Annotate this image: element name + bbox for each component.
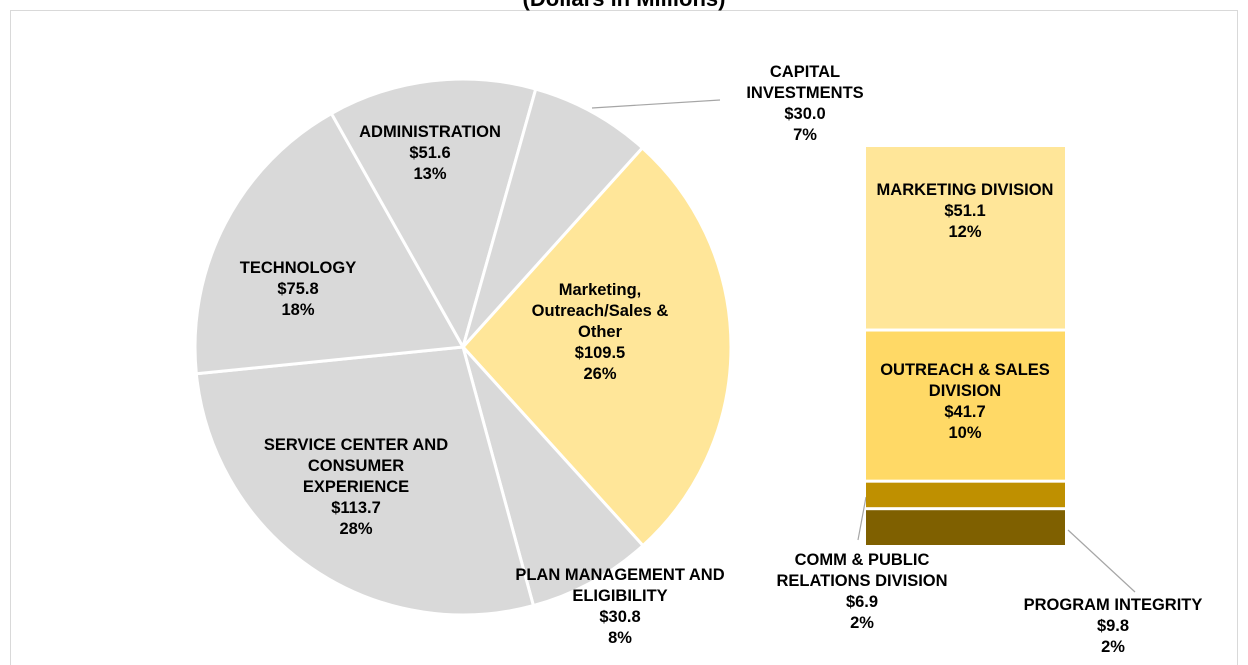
pie-slice	[460, 145, 733, 548]
chart-title: (Dollars in Millions)	[523, 0, 726, 12]
label-name: MARKETING DIVISION	[876, 181, 1054, 199]
pie-slice	[461, 345, 646, 608]
label-name: ADMINISTRATION	[359, 123, 501, 141]
data-label: PROGRAM INTEGRITY $9.8 2%	[993, 595, 1233, 658]
label-percent: 2%	[850, 614, 874, 632]
pie-slice	[193, 111, 466, 376]
label-value: $51.6	[409, 144, 451, 162]
label-value: $6.9	[845, 593, 879, 611]
frame	[10, 10, 1238, 665]
label-value: $30.0	[784, 105, 826, 123]
label-name: OUTREACH & SALES DIVISION	[880, 361, 1050, 400]
leader-line	[1067, 529, 1136, 593]
label-percent: 13%	[413, 165, 447, 183]
data-label: CAPITAL INVESTMENTS $30.0 7%	[725, 62, 885, 146]
label-value: $109.5	[574, 344, 626, 362]
label-value: $30.8	[599, 608, 641, 626]
label-percent: 28%	[339, 520, 373, 538]
bar-segment	[866, 331, 1065, 480]
data-label: ADMINISTRATION $51.6 13%	[330, 122, 530, 185]
bar-segment	[866, 147, 1065, 329]
label-percent: 7%	[793, 126, 817, 144]
label-name: COMM & PUBLIC RELATIONS DIVISION	[776, 551, 948, 590]
data-label: MARKETING DIVISION $51.1 12%	[875, 180, 1055, 243]
label-percent: 2%	[1101, 638, 1125, 656]
pie-slice	[194, 345, 536, 617]
label-name: TECHNOLOGY	[239, 259, 357, 277]
label-percent: 18%	[281, 301, 315, 319]
label-name: Marketing, Outreach/Sales & Other	[531, 281, 669, 341]
label-name: SERVICE CENTER AND CONSUMER EXPERIENCE	[263, 436, 449, 496]
bar-segment	[866, 510, 1065, 545]
label-value: $41.7	[944, 403, 986, 421]
data-label: SERVICE CENTER AND CONSUMER EXPERIENCE $1…	[256, 435, 456, 540]
label-percent: 26%	[583, 365, 617, 383]
pie-slice	[329, 77, 538, 351]
label-value: $9.8	[1096, 617, 1130, 635]
pie-slice	[461, 87, 645, 349]
label-percent: 8%	[608, 629, 632, 647]
data-label: TECHNOLOGY $75.8 18%	[218, 258, 378, 321]
leader-line	[857, 496, 867, 541]
data-label: Marketing, Outreach/Sales & Other $109.5 2…	[525, 280, 675, 385]
label-value: $113.7	[331, 499, 381, 517]
label-name: PLAN MANAGEMENT AND ELIGIBILITY	[515, 566, 725, 605]
data-label: COMM & PUBLIC RELATIONS DIVISION $6.9 2%	[757, 550, 967, 634]
label-percent: 10%	[948, 424, 982, 442]
leader-line	[591, 99, 721, 109]
label-name: CAPITAL INVESTMENTS	[746, 63, 864, 102]
label-name: PROGRAM INTEGRITY	[1023, 596, 1203, 614]
label-value: $51.1	[944, 202, 986, 220]
data-label: OUTREACH & SALES DIVISION $41.7 10%	[870, 360, 1060, 444]
label-value: $75.8	[277, 280, 319, 298]
label-percent: 12%	[948, 223, 982, 241]
bar-segment	[866, 482, 1065, 508]
data-label: PLAN MANAGEMENT AND ELIGIBILITY $30.8 8%	[510, 565, 730, 649]
